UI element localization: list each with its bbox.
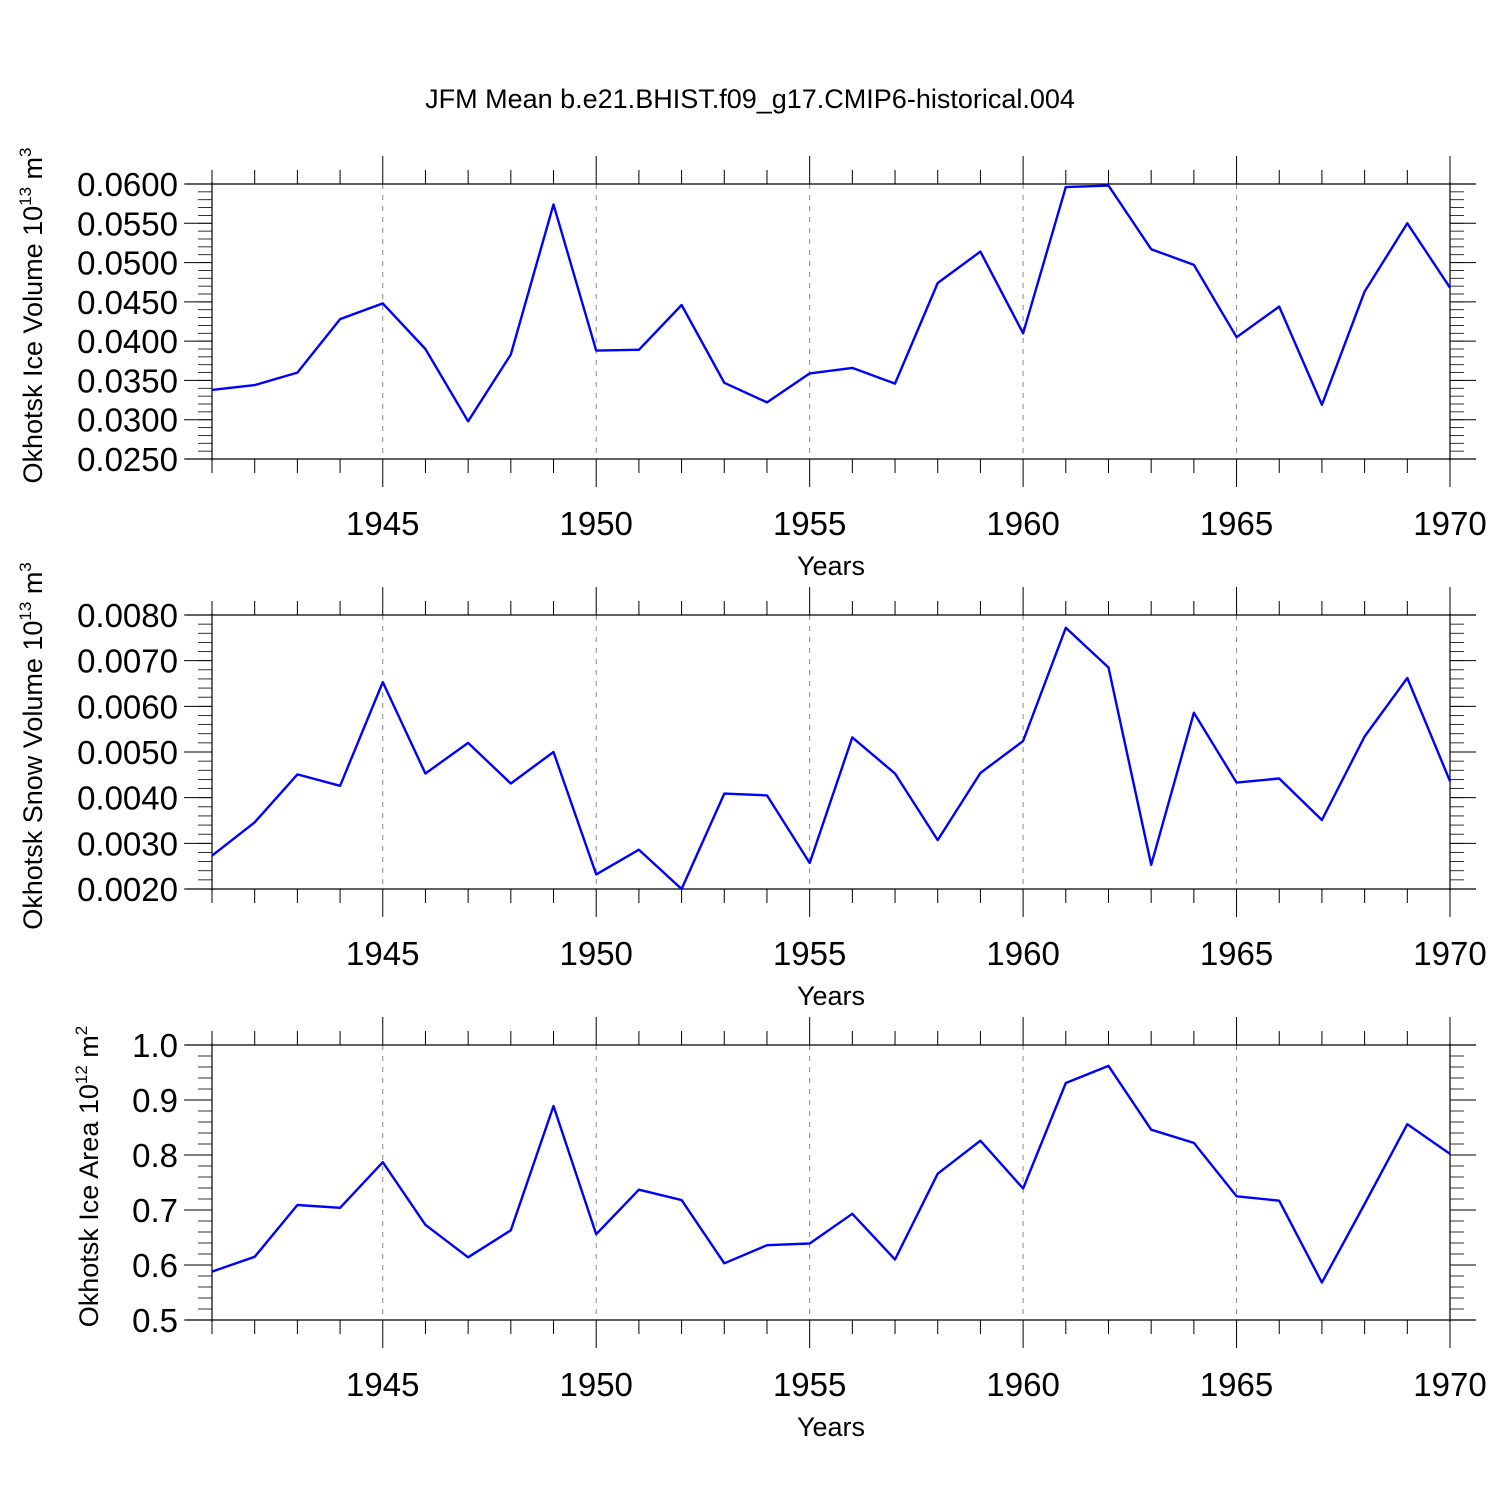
y-axis-title-main: Okhotsk Ice Volume 10 <box>18 206 48 484</box>
series-line <box>211 184 1452 423</box>
panel-ice-volume: 0.02500.03000.03500.04000.04500.05000.05… <box>16 147 1487 581</box>
x-tick-label: 1965 <box>1200 935 1273 972</box>
y-tick-label: 0.7 <box>132 1192 178 1229</box>
x-tick-label: 1960 <box>986 1366 1059 1403</box>
y-tick-label: 0.5 <box>132 1302 178 1339</box>
y-tick-label: 0.0030 <box>77 825 178 862</box>
y-axis-title-unit: m <box>18 157 48 187</box>
y-tick-label: 0.0070 <box>77 643 178 680</box>
x-tick-label: 1945 <box>346 505 419 542</box>
y-axis-title-exponent: 13 <box>16 602 35 621</box>
x-tick-label: 1965 <box>1200 1366 1273 1403</box>
x-tick-label: 1950 <box>559 1366 632 1403</box>
y-tick-label: 0.0020 <box>77 871 178 908</box>
y-tick-label: 0.9 <box>132 1082 178 1119</box>
x-tick-label: 1955 <box>773 935 846 972</box>
x-tick-label: 1950 <box>559 505 632 542</box>
y-tick-label: 0.0600 <box>77 166 178 203</box>
panel-ice-area: 0.5 0.6 0.7 0.8 0.9 1.0 1945 1950 1955 1960 1965 19… <box>72 1017 1487 1442</box>
y-tick-label: 0.0350 <box>77 362 178 399</box>
x-tick-label: 1955 <box>773 1366 846 1403</box>
x-tick-label: 1945 <box>346 935 419 972</box>
x-tick-label: 1965 <box>1200 505 1273 542</box>
y-tick-label: 0.0250 <box>77 441 178 478</box>
y-axis-title-unit: m <box>18 572 48 602</box>
series-line <box>211 626 1452 891</box>
x-tick-label: 1960 <box>986 505 1059 542</box>
y-tick-label: 0.0050 <box>77 734 178 771</box>
y-tick-label: 0.0550 <box>77 205 178 242</box>
y-axis-title-main: Okhotsk Ice Area 10 <box>74 1084 104 1327</box>
y-tick-label: 0.0400 <box>77 323 178 360</box>
y-axis-title-unit-exponent: 2 <box>72 1026 91 1035</box>
y-tick-label: 0.0040 <box>77 780 178 817</box>
y-tick-label: 0.0060 <box>77 688 178 725</box>
y-tick-label: 0.0500 <box>77 245 178 282</box>
y-tick-label: 0.0450 <box>77 284 178 321</box>
x-tick-label: 1970 <box>1413 935 1486 972</box>
y-tick-label: 0.0080 <box>77 597 178 634</box>
y-axis-title-exponent: 13 <box>16 187 35 206</box>
y-axis-title-unit-exponent: 3 <box>16 147 35 156</box>
y-axis-title-exponent: 12 <box>72 1065 91 1084</box>
y-axis-title: Okhotsk Ice Area 1012 m2 <box>72 1026 104 1328</box>
y-axis-title-main: Okhotsk Snow Volume 10 <box>18 621 48 930</box>
x-axis-title: Years <box>797 981 865 1011</box>
y-axis-title-unit-exponent: 3 <box>16 562 35 571</box>
y-tick-label: 0.8 <box>132 1137 178 1174</box>
series-line <box>211 1064 1451 1284</box>
panel-snow-volume: 0.0020 0.0030 0.0040 0.0050 0.0060 0.0070 0.00… <box>16 562 1487 1011</box>
x-tick-label: 1970 <box>1413 1366 1486 1403</box>
y-tick-label: 1.0 <box>132 1027 178 1064</box>
x-axis-title: Years <box>797 1412 865 1442</box>
x-tick-label: 1970 <box>1413 505 1486 542</box>
y-tick-label: 0.6 <box>132 1247 178 1284</box>
figure-title: JFM Mean b.e21.BHIST.f09_g17.CMIP6-histo… <box>425 84 1075 114</box>
x-axis-title: Years <box>797 551 865 581</box>
x-tick-label: 1950 <box>559 935 632 972</box>
y-tick-label: 0.0300 <box>77 402 178 439</box>
x-tick-label: 1960 <box>986 935 1059 972</box>
y-axis-title: Okhotsk Ice Volume 1013 m3 <box>16 147 48 483</box>
y-axis-title: Okhotsk Snow Volume 1013 m3 <box>16 562 48 930</box>
x-tick-label: 1955 <box>773 505 846 542</box>
x-tick-label: 1945 <box>346 1366 419 1403</box>
y-axis-title-unit: m <box>74 1035 104 1065</box>
